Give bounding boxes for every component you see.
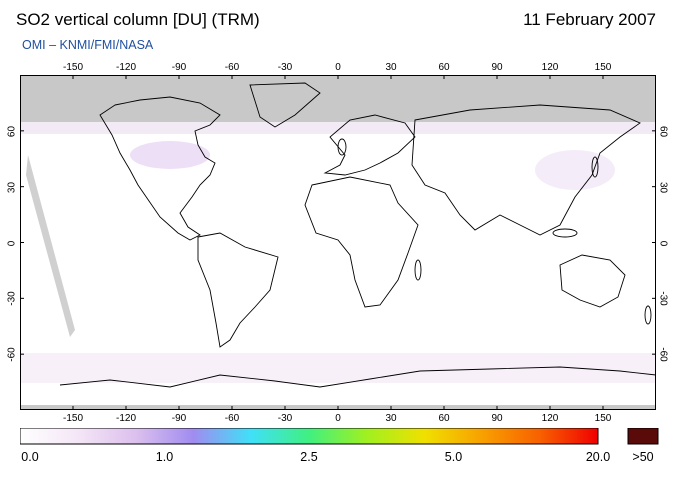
lon-tick-label-bot: 60	[438, 413, 450, 424]
lon-tick-label-bot: 30	[385, 413, 397, 424]
south-america-coast	[197, 232, 279, 348]
lon-tick-label-top: 150	[594, 62, 612, 73]
lon-tick-label-top: -120	[115, 62, 137, 73]
coastlines	[59, 82, 656, 388]
map-date: 11 February 2007	[523, 10, 656, 29]
lon-tick-label-bot: -60	[224, 413, 240, 424]
lon-tick-label-top: 60	[438, 62, 450, 73]
greenland-coast	[249, 82, 321, 128]
lat-tick-label-left: -30	[6, 291, 18, 307]
world-map	[20, 75, 656, 410]
north-america-coast	[99, 96, 221, 241]
arctic-no-data-zone	[20, 75, 656, 122]
lat-tick-label-right: 60	[657, 125, 669, 137]
uk-island	[337, 138, 347, 156]
lat-tick-label-right: 0	[657, 240, 669, 246]
map-title: SO2 vertical column [DU] (TRM)	[16, 10, 260, 29]
asia-coast	[411, 104, 641, 236]
lon-tick-label-bot: 0	[335, 413, 341, 424]
lon-tick-label-top: 120	[541, 62, 559, 73]
colorbar-gradient	[20, 428, 599, 445]
colorbar-label: 5.0	[444, 450, 463, 464]
lat-tick-label-right: -30	[657, 291, 669, 307]
lat-tick-label-left: 0	[6, 240, 18, 246]
colorbar-label: 2.5	[300, 450, 318, 464]
lon-tick-label-top: -30	[277, 62, 293, 73]
orbit-gap-no-data	[26, 155, 75, 337]
indonesia-islands	[552, 228, 578, 238]
data-credit: OMI – KNMI/FMI/NASA	[22, 38, 154, 52]
lon-tick-label-top: -90	[171, 62, 187, 73]
lat-tick-label-left: 30	[6, 181, 18, 193]
so2-patch-asia	[535, 150, 615, 190]
lon-tick-label-bot: -120	[115, 413, 137, 424]
australia-coast	[559, 254, 626, 308]
lon-tick-label-bot: -150	[62, 413, 84, 424]
lon-tick-label-top: -150	[62, 62, 84, 73]
madagascar-island	[414, 259, 422, 281]
colorbar-overflow-label: >50	[632, 450, 654, 464]
antarctic-speckle-band	[20, 353, 656, 383]
africa-coast	[304, 176, 419, 308]
colorbar-overflow-swatch	[627, 428, 659, 445]
lat-tick-label-left: -60	[6, 347, 18, 362]
colorbar	[20, 428, 659, 445]
antarctica-coast	[59, 366, 656, 388]
lon-tick-label-bot: 150	[594, 413, 612, 424]
lon-tick-label-top: 90	[491, 62, 503, 73]
arctic-speckle-band	[20, 122, 656, 134]
lat-tick-label-right: -60	[657, 347, 669, 362]
lat-tick-label-right: 30	[657, 181, 669, 193]
new-zealand-island	[644, 305, 652, 325]
europe-coast	[323, 114, 416, 176]
lon-tick-label-bot: 120	[541, 413, 559, 424]
lon-tick-label-top: 30	[385, 62, 397, 73]
lon-tick-label-top: 0	[335, 62, 341, 73]
map-tick-marks	[20, 75, 656, 410]
lon-tick-label-bot: -30	[277, 413, 293, 424]
lon-tick-label-bot: 90	[491, 413, 503, 424]
colorbar-label: 20.0	[585, 450, 611, 464]
japan-island	[591, 156, 599, 178]
colorbar-label: 0.0	[21, 450, 39, 464]
lat-tick-label-left: 60	[6, 125, 18, 137]
lon-tick-label-top: -60	[224, 62, 240, 73]
so2-patch-north-america	[130, 141, 210, 169]
colorbar-label: 1.0	[155, 450, 174, 464]
lon-tick-label-bot: -90	[171, 413, 187, 424]
